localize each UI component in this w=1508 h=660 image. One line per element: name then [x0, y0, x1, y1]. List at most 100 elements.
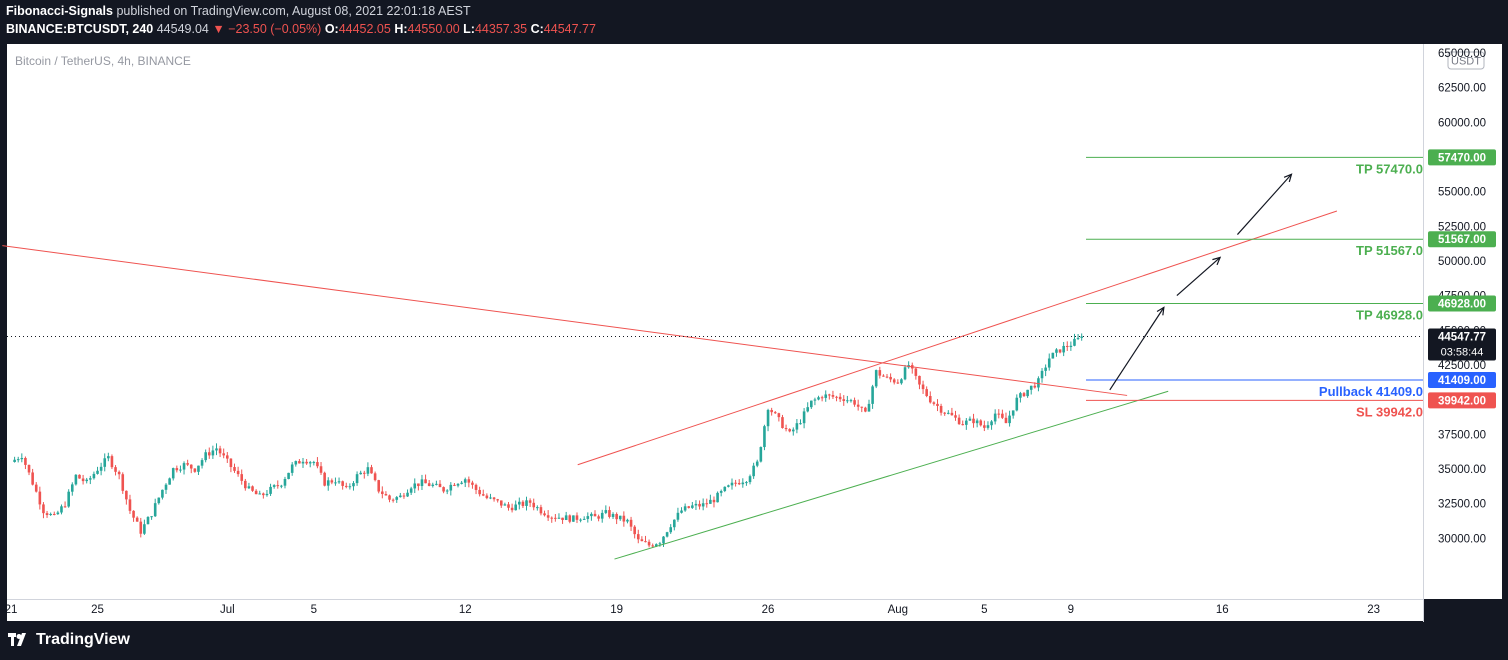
- last-price: 44549.04: [156, 22, 209, 36]
- candle-body: [539, 507, 543, 514]
- candle-body: [914, 368, 918, 376]
- candle-body: [110, 456, 114, 468]
- candle-body: [70, 484, 74, 492]
- candle-body: [24, 457, 27, 465]
- close-label: C:: [530, 22, 544, 36]
- candle-body: [445, 490, 449, 492]
- candle-body: [247, 486, 251, 489]
- candle-body: [107, 456, 110, 459]
- candle-body: [636, 534, 640, 540]
- candle-body: [337, 481, 341, 483]
- candle-body: [341, 481, 344, 486]
- candle-body: [528, 500, 532, 503]
- candle-body: [197, 465, 200, 472]
- level-price-tag: [1428, 372, 1496, 389]
- candle-body: [568, 515, 572, 522]
- low-value: 44357.35: [474, 22, 528, 36]
- candle-body: [737, 482, 741, 485]
- candle-body: [478, 489, 481, 495]
- publish-info: Fibonacci-Signals published on TradingVi…: [6, 4, 471, 18]
- candle-body: [918, 375, 921, 385]
- candle-body: [45, 513, 49, 515]
- candle-body: [546, 515, 550, 518]
- arrow-head: [1283, 173, 1293, 183]
- time-axis[interactable]: [7, 599, 1423, 621]
- candle-body: [662, 536, 665, 544]
- level-price-label: 41409.00: [1438, 375, 1486, 387]
- candle-body: [348, 486, 352, 488]
- candle-body: [114, 467, 117, 472]
- publisher-name[interactable]: Fibonacci-Signals: [6, 4, 113, 18]
- candle-body: [781, 417, 784, 429]
- candle-body: [427, 483, 431, 486]
- candle-body: [42, 504, 45, 514]
- candle-body: [654, 544, 658, 547]
- candle-body: [885, 376, 889, 378]
- candle-body: [330, 480, 334, 483]
- candle-body: [117, 471, 121, 475]
- price-tick-label: 60000.00: [1438, 117, 1486, 129]
- candle-body: [849, 400, 853, 402]
- candle-body: [550, 517, 554, 519]
- candle-body: [171, 468, 175, 479]
- candle-body: [417, 483, 420, 487]
- candle-body: [629, 519, 633, 527]
- candle-body: [572, 515, 575, 522]
- candle-body: [370, 467, 373, 474]
- candle-body: [673, 519, 676, 528]
- current-price: 44547.77 03:58:44: [7, 328, 1496, 361]
- plot-area[interactable]: [7, 44, 1423, 599]
- candle-body: [344, 485, 348, 487]
- candle-body: [150, 516, 153, 518]
- level-label: TP 51567.0: [1356, 243, 1423, 258]
- candle-body: [820, 397, 824, 399]
- candle-body: [207, 452, 211, 456]
- candle-body: [463, 479, 467, 483]
- candle-body: [1008, 415, 1011, 424]
- candle-body: [608, 510, 611, 517]
- time-tick-label: 26: [762, 604, 775, 616]
- price-axis[interactable]: [1424, 44, 1502, 599]
- candle-body: [92, 473, 96, 479]
- candle-body: [1037, 378, 1040, 388]
- tradingview-brand[interactable]: TradingView: [8, 631, 130, 649]
- level-label: TP 57470.0: [1356, 161, 1423, 176]
- candle-body: [236, 470, 240, 475]
- candle-body: [31, 472, 34, 485]
- arrow-shaft: [1236, 173, 1292, 235]
- candle-body: [817, 397, 820, 400]
- time-ticks: 21 25 Jul 5 12 19 26 Aug 5 9 16 23: [5, 604, 1380, 616]
- candle-body: [215, 448, 218, 451]
- candle-body: [420, 479, 424, 487]
- arrow-head: [1156, 306, 1165, 316]
- candle-body: [38, 491, 42, 505]
- candle-body: [388, 495, 391, 500]
- price-tick-label: 37500.00: [1438, 429, 1486, 441]
- candle-body: [716, 492, 719, 503]
- candle-body: [453, 484, 456, 486]
- candle-body: [680, 510, 683, 513]
- candle-body: [471, 482, 474, 485]
- candle-body: [179, 469, 182, 471]
- currency-badge[interactable]: [1447, 51, 1485, 70]
- candle-body: [308, 462, 312, 464]
- candle-body: [564, 515, 568, 521]
- price-tick-label: 30000.00: [1438, 533, 1486, 545]
- time-tick-label: 19: [610, 604, 623, 616]
- candle-body: [799, 423, 802, 425]
- candle-body: [597, 516, 600, 519]
- candle-body: [665, 532, 669, 537]
- candle-body: [579, 519, 582, 521]
- published-text: published on TradingView.com, August 08,…: [116, 4, 471, 18]
- candle-body: [204, 452, 207, 461]
- candle-body: [34, 484, 38, 492]
- candle-body: [860, 406, 864, 408]
- candle-body: [644, 541, 647, 543]
- candle-body: [366, 467, 370, 474]
- price-chart[interactable]: Bitcoin / TetherUS, 4h, BINANCE USDT 650…: [0, 0, 1508, 622]
- arrow-shaft: [1176, 257, 1221, 297]
- symbol-interval[interactable]: BINANCE:BTCUSDT, 240: [6, 22, 154, 36]
- candle-body: [755, 461, 759, 466]
- candle-body: [323, 472, 326, 486]
- candle-body: [853, 400, 856, 405]
